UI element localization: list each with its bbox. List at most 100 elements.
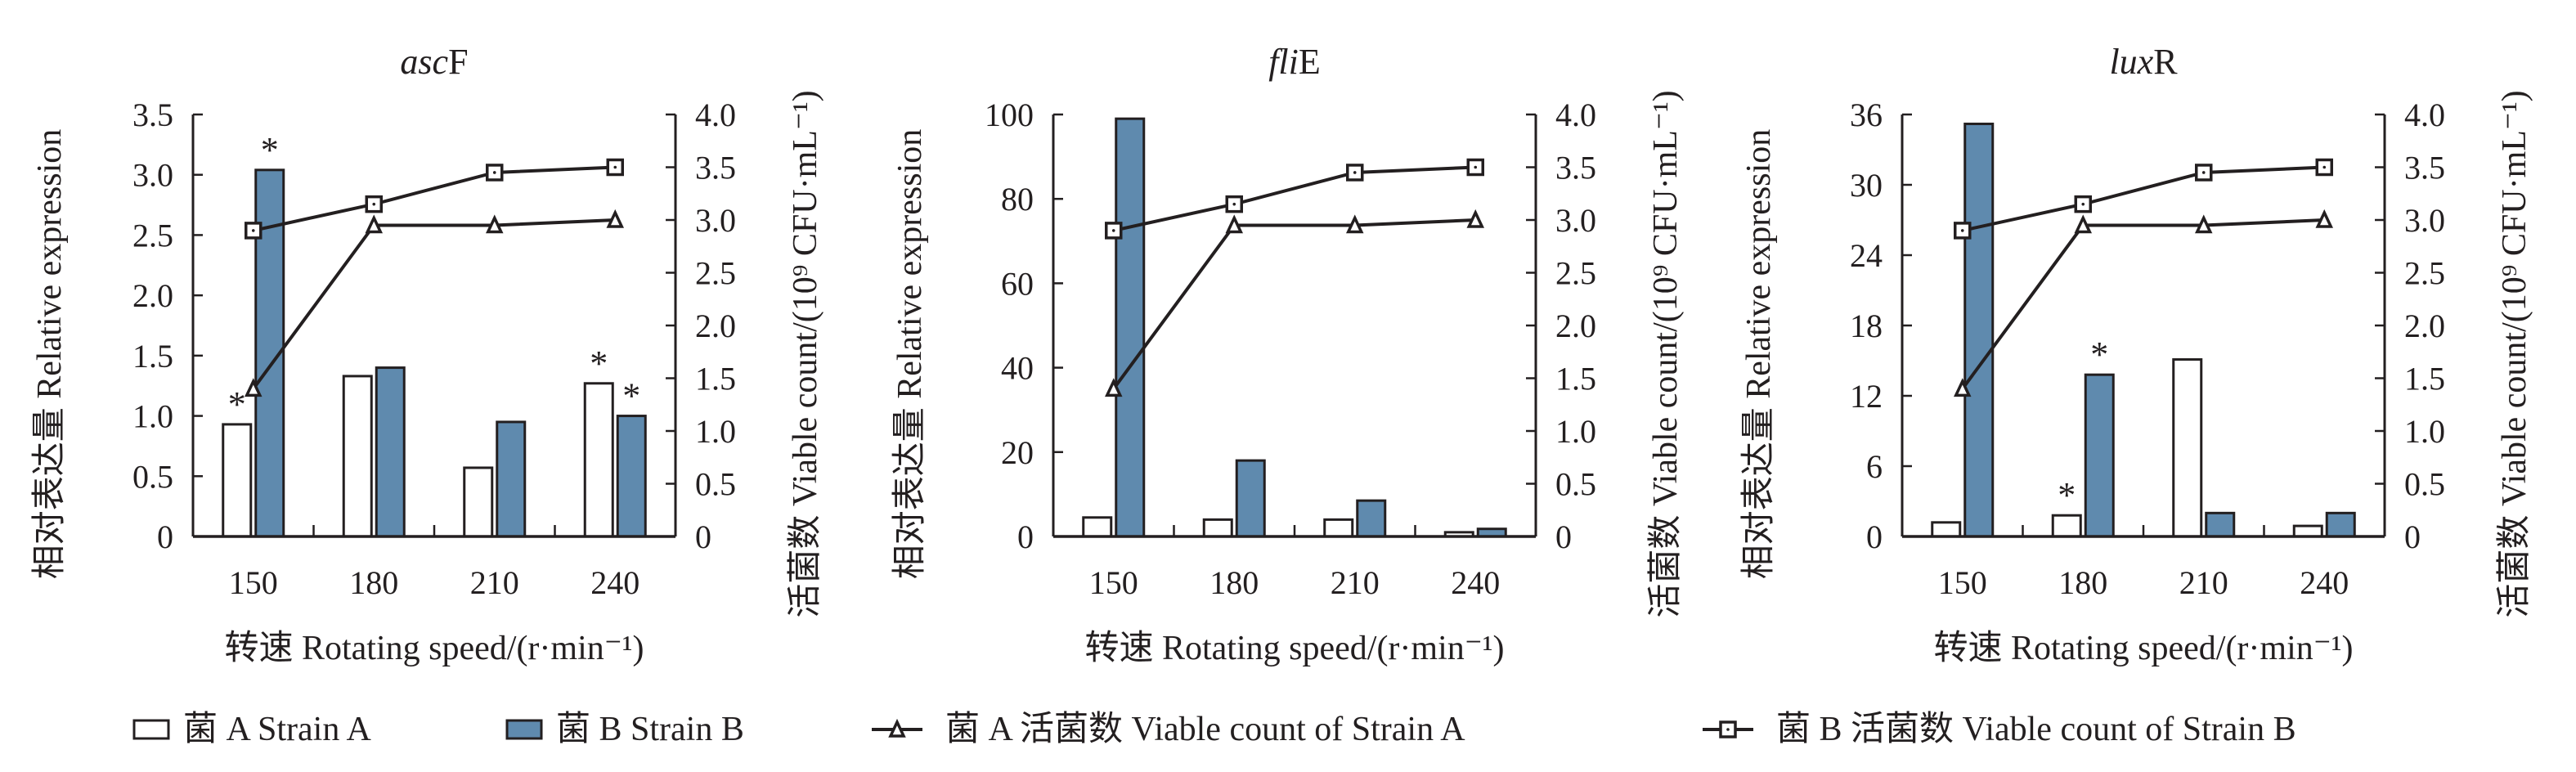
bar-strain-a — [463, 466, 494, 538]
y2-tick-label: 4.0 — [2404, 96, 2445, 133]
legend-label: 菌 A 活菌数 Viable count of Strain A — [945, 711, 1465, 748]
triangle-marker — [1345, 214, 1364, 234]
triangle-marker — [485, 214, 504, 234]
y2-tick-label: 0 — [1555, 518, 1572, 555]
triangle-marker — [2315, 209, 2334, 228]
line-viable-b — [1113, 165, 1476, 232]
chart-title-italic: fli — [1268, 42, 1299, 82]
chart-title-italic: lux — [2109, 42, 2153, 82]
x-tick-label: 150 — [229, 564, 278, 601]
chart-panel-0: ascF * * * * 0 0.5 1.0 1.5 2.0 2.5 3.0 3.5 0 0.5 1.0 1.5… — [31, 42, 824, 667]
x-tick-label: 180 — [1209, 564, 1259, 601]
legend-item: 菌 A 活菌数 Viable count of Strain A — [872, 711, 1465, 748]
triangle-marker — [2074, 214, 2093, 234]
y2-axis-label: 活菌数 Viable count/(10⁹ CFU·mL⁻¹) — [787, 90, 824, 617]
bar-strain-a — [1082, 516, 1113, 538]
y2-tick-label: 1.5 — [1555, 361, 1596, 397]
significance-mark: * — [261, 130, 279, 170]
legend-item: 菌 B Strain B — [505, 711, 744, 748]
chart-title-italic: asc — [400, 42, 448, 82]
y-tick-label: 18 — [1850, 307, 1883, 344]
y2-tick-label: 2.0 — [695, 307, 736, 344]
bar-strain-b — [496, 420, 527, 538]
chart-title: fliE — [1268, 42, 1321, 82]
x-tick-label: 180 — [349, 564, 398, 601]
x-axis-label: 转速 Rotating speed/(r·min⁻¹) — [1084, 630, 1504, 667]
triangle-marker — [244, 378, 263, 397]
bar-strain-a — [222, 423, 253, 538]
chart-panel-1: fliE 0 20 40 60 80 100 0 0.5 1.0 1.5 2.0 2.5 3.0 3.5 4.… — [891, 42, 1685, 667]
y2-tick-label: 2.0 — [1555, 307, 1596, 344]
square-marker-dot — [1474, 165, 1478, 169]
square-marker-dot — [2201, 171, 2206, 174]
legend: 菌 A Strain A 菌 B Strain B 菌 A 活菌数 Viable c… — [132, 711, 2296, 748]
significance-mark: * — [590, 343, 608, 384]
y-tick-label: 1.0 — [132, 398, 173, 435]
bar-strain-a — [2172, 358, 2203, 538]
bar-strain-b — [616, 415, 647, 538]
legend-item: 菌 B 活菌数 Viable count of Strain B — [1703, 711, 2296, 748]
y-tick-label: 60 — [1001, 265, 1034, 302]
bar-strain-a — [342, 375, 373, 538]
square-marker-dot — [1353, 171, 1357, 174]
square-marker-dot — [2081, 202, 2085, 206]
line-viable-a — [1961, 218, 2325, 390]
y2-tick-label: 0.5 — [695, 466, 736, 503]
chart-panel-2: luxR * * 0 6 12 18 24 30 36 0 0.5 1.0 1.5 2.0 2.5 3.0 3.5… — [1740, 42, 2533, 667]
y-tick-label: 0.5 — [132, 458, 173, 495]
y-tick-label: 3.5 — [132, 96, 173, 133]
y2-tick-label: 0 — [695, 518, 711, 555]
bar-strain-a — [2292, 524, 2323, 538]
chart-title: luxR — [2109, 42, 2178, 82]
legend-label: 菌 B Strain B — [556, 711, 744, 748]
y2-tick-label: 3.5 — [695, 150, 736, 186]
triangle-marker — [2194, 214, 2213, 234]
square-marker-dot — [1111, 229, 1115, 232]
x-tick-label: 240 — [2300, 564, 2349, 601]
bar-strain-b — [1963, 122, 1995, 538]
square-marker-dot — [1232, 202, 1236, 206]
y2-tick-label: 2.5 — [695, 255, 736, 292]
bar-strain-b — [375, 366, 406, 538]
y-tick-label: 36 — [1850, 96, 1883, 133]
triangle-marker — [1225, 214, 1244, 234]
bar-strain-b — [1356, 499, 1387, 538]
y-tick-label: 6 — [1866, 448, 1883, 485]
bar-strain-a — [2051, 514, 2082, 538]
y-tick-label: 1.5 — [132, 338, 173, 375]
y-tick-label: 0 — [157, 518, 173, 555]
square-marker-dot — [613, 165, 617, 169]
y-tick-label: 100 — [985, 96, 1034, 133]
y-axis-label: 相对表达量 Relative expression — [31, 129, 69, 580]
significance-mark: * — [2058, 475, 2076, 515]
y-tick-label: 2.0 — [132, 277, 173, 314]
line-viable-b — [253, 165, 616, 232]
triangle-marker — [1466, 209, 1485, 228]
triangle-marker — [365, 214, 384, 234]
y-tick-label: 0 — [1866, 518, 1883, 555]
y-axis-label: 相对表达量 Relative expression — [891, 129, 929, 580]
square-marker-dot — [1960, 229, 1964, 232]
triangle-marker — [888, 718, 906, 738]
square-marker-dot — [372, 202, 376, 206]
chart-title-rest: E — [1299, 42, 1321, 82]
x-tick-label: 210 — [470, 564, 519, 601]
triangle-marker — [1953, 378, 1972, 397]
y2-tick-label: 1.5 — [2404, 361, 2445, 397]
y-tick-label: 3.0 — [132, 157, 173, 194]
bar-strain-a — [1931, 521, 1962, 538]
square-marker-dot — [492, 171, 496, 174]
y2-tick-label: 3.5 — [2404, 150, 2445, 186]
x-tick-label: 240 — [1451, 564, 1500, 601]
y2-tick-label: 1.5 — [695, 361, 736, 397]
bar-strain-b — [1115, 117, 1146, 538]
x-tick-label: 210 — [2179, 564, 2228, 601]
y2-tick-label: 0.5 — [1555, 466, 1596, 503]
y2-tick-label: 4.0 — [695, 96, 736, 133]
y-tick-label: 40 — [1001, 350, 1034, 387]
legend-swatch — [132, 719, 170, 740]
y2-tick-label: 3.0 — [1555, 202, 1596, 239]
y2-tick-label: 1.0 — [695, 413, 736, 450]
line-viable-b — [1962, 165, 2325, 232]
